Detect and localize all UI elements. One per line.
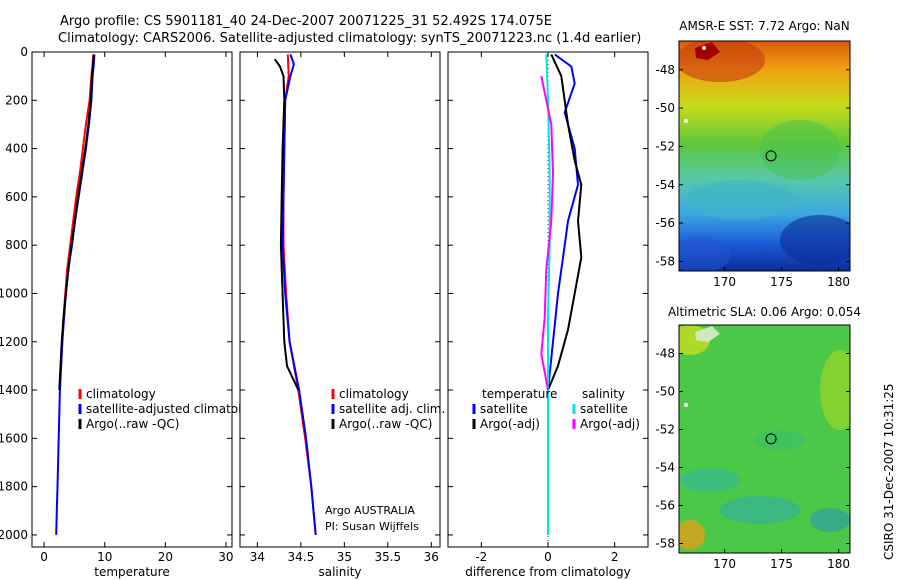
y-tick-label: 1800 [0,480,28,494]
y-tick-label: 800 [5,238,28,252]
timestamp-label: CSIRO 31-Dec-2007 10:31:25 [882,383,896,560]
x-tick-label: 10 [97,550,112,564]
legend-entry: climatology [339,387,409,401]
legend-entry: satellite-adjusted climatology [86,402,264,416]
y-tick-label: -54 [655,178,675,192]
float-position-marker [765,150,777,162]
sla-map-panel: Altimetric SLA: 0.06 Argo: 0.054 170 175 18… [655,305,861,571]
x-tick-label: 180 [827,275,850,289]
y-tick-label: -58 [655,254,675,268]
y-tick-label: 1000 [0,286,28,300]
series-line [547,53,583,391]
legend-entry: climatology [86,387,156,401]
y-tick-label: -54 [655,461,675,475]
sla-map-texture [679,325,850,550]
legend-entry: satellite [480,402,528,416]
axes-frame [31,51,233,548]
y-tick-label: -58 [655,537,675,551]
legend-entry: Argo(..raw -QC) [339,417,432,431]
x-tick-label: 34.5 [288,550,315,564]
x-tick-label: 170 [713,557,736,571]
x-tick-label: 175 [770,275,793,289]
x-tick-label: 0 [544,550,552,564]
header-line-2: Climatology: CARS2006. Satellite-adjuste… [58,31,641,46]
map-frame [678,40,851,272]
legend-entry: satellite [580,402,628,416]
x-axis-label: difference from climatology [465,565,631,579]
x-tick-label: 36 [424,550,439,564]
program-label: Argo AUSTRALIA [325,504,415,517]
x-tick-label: 35 [337,550,352,564]
y-tick-label: -56 [655,216,675,230]
axes-frame [239,51,441,548]
legend-group-label: temperature [482,387,557,401]
float-position-marker [765,433,777,445]
x-tick-label: 170 [713,275,736,289]
y-tick-label: -52 [655,423,675,437]
series-line [540,75,554,391]
series-line [281,54,317,535]
map-frame [678,324,851,554]
y-tick-label: 2000 [0,528,28,542]
y-tick-label: -48 [655,63,675,77]
sst-map-texture [679,41,850,271]
sst-map-panel: AMSR-E SST: 7.72 Argo: NaN 170 175 180 -48 -5… [655,19,851,289]
x-tick-label: 175 [770,557,793,571]
y-tick-label: 400 [5,142,28,156]
y-tick-label: 600 [5,190,28,204]
header-line-1: Argo profile: CS 5901181_40 24-Dec-2007 … [60,14,552,29]
x-axis-label: salinity [318,565,361,579]
legend-entry: Argo(-adj) [580,417,640,431]
temperature-panel: 0 10 20 30 0 200 400 600 800 1000 1200 1400 1600 1800… [0,45,264,579]
legend-entry: satellite adj. clim. [339,402,445,416]
x-tick-label: 34 [250,550,265,564]
y-tick-label: -48 [655,347,675,361]
x-tick-label: 0 [40,550,48,564]
y-tick-label: 1400 [0,383,28,397]
map-title: AMSR-E SST: 7.72 Argo: NaN [679,19,849,33]
y-tick-label: 0 [20,45,28,59]
x-tick-label: 30 [218,550,233,564]
x-tick-label: 20 [158,550,173,564]
pi-label: PI: Susan Wijffels [325,520,419,533]
y-tick-label: -50 [655,101,675,115]
legend-entry: Argo(..raw -QC) [86,417,179,431]
legend-group-label: salinity [582,387,625,401]
x-axis-label: temperature [94,565,169,579]
legend-entry: Argo(-adj) [480,417,540,431]
y-tick-label: -50 [655,385,675,399]
y-tick-label: 1200 [0,335,28,349]
map-title: Altimetric SLA: 0.06 Argo: 0.054 [668,305,861,319]
y-tick-label: -56 [655,499,675,513]
salinity-panel: 34 34.5 35 35.5 36 salinity climatologysatelli… [239,51,445,579]
x-tick-label: 35.5 [374,550,401,564]
x-tick-label: 180 [827,557,850,571]
series-line [273,58,300,391]
y-tick-label: 200 [5,93,28,107]
y-tick-label: 1600 [0,431,28,445]
x-tick-label: -2 [475,550,487,564]
y-tick-label: -52 [655,139,675,153]
series-line [58,54,95,391]
x-tick-label: 2 [611,550,619,564]
